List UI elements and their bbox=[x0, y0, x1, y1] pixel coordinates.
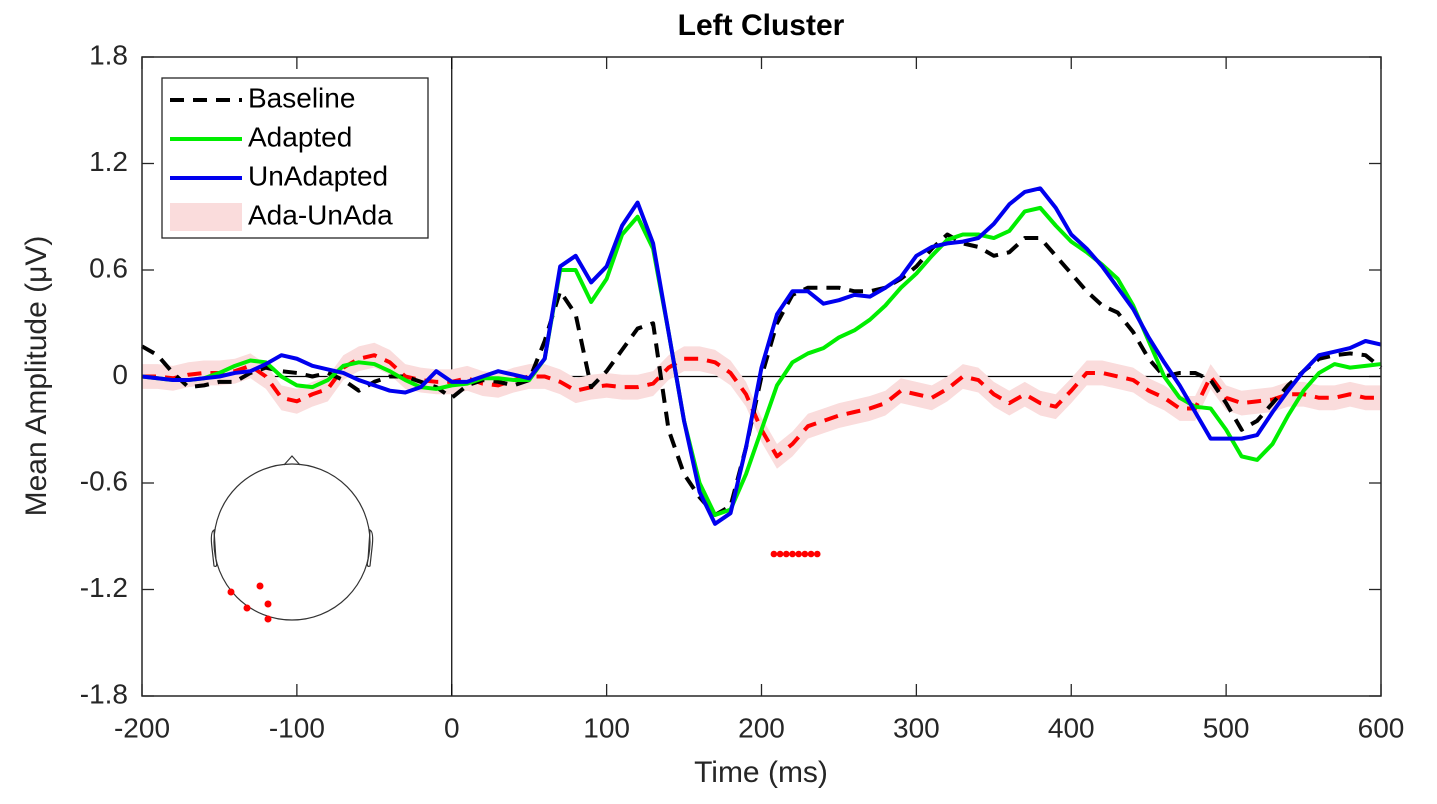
legend-swatch bbox=[170, 203, 242, 231]
x-tick-label: 400 bbox=[1048, 712, 1095, 743]
y-tick-label: -1.8 bbox=[80, 678, 128, 709]
x-axis-label: Time (ms) bbox=[694, 756, 828, 789]
left-ear bbox=[210, 529, 218, 567]
x-tick-label: 600 bbox=[1358, 712, 1405, 743]
plot-frame bbox=[141, 56, 1382, 697]
x-tick-label: -100 bbox=[269, 712, 325, 743]
significance-dot bbox=[807, 550, 815, 558]
x-tick-label: 300 bbox=[893, 712, 940, 743]
electrode bbox=[256, 582, 264, 590]
legend: Baseline Adapted UnAdapted Ada-UnAda bbox=[161, 77, 429, 239]
x-tick-label: 500 bbox=[1203, 712, 1250, 743]
chart-title: Left Cluster bbox=[678, 9, 845, 42]
error-band bbox=[142, 342, 1381, 469]
significance-dot bbox=[782, 550, 790, 558]
legend-label: UnAdapted bbox=[248, 160, 388, 191]
right-ear bbox=[366, 529, 374, 567]
y-tick-label: 0 bbox=[112, 359, 128, 390]
series-line bbox=[141, 186, 1382, 526]
x-tick-label: -200 bbox=[114, 712, 170, 743]
y-tick-label: 1.8 bbox=[89, 39, 128, 70]
significance-dot bbox=[776, 550, 784, 558]
y-tick-label: -0.6 bbox=[80, 465, 128, 496]
electrode bbox=[243, 604, 251, 612]
x-tick-label: 100 bbox=[583, 712, 630, 743]
series-line bbox=[141, 205, 1382, 517]
significance-dot bbox=[795, 550, 802, 558]
electrodes bbox=[227, 582, 272, 623]
significance-dot bbox=[770, 550, 778, 558]
head-outline bbox=[213, 463, 371, 621]
significance-dot bbox=[789, 550, 796, 558]
x-tick-label: 0 bbox=[444, 712, 460, 743]
y-axis-label: Mean Amplitude (μV) bbox=[20, 236, 53, 517]
y-tick-label: -1.2 bbox=[80, 572, 128, 603]
y-tick-label: 0.6 bbox=[89, 252, 128, 283]
scalp-inset bbox=[210, 455, 374, 623]
electrode bbox=[264, 600, 272, 608]
significance-dot bbox=[801, 550, 809, 558]
legend-label: Baseline bbox=[248, 82, 355, 113]
significance-dot bbox=[813, 550, 821, 558]
y-tick-label: 1.2 bbox=[89, 146, 128, 177]
legend-label: Adapted bbox=[248, 121, 352, 152]
electrode bbox=[227, 588, 235, 596]
legend-label: Ada-UnAda bbox=[248, 199, 393, 230]
electrode bbox=[264, 615, 272, 623]
nose bbox=[283, 455, 301, 466]
x-tick-label: 200 bbox=[738, 712, 785, 743]
